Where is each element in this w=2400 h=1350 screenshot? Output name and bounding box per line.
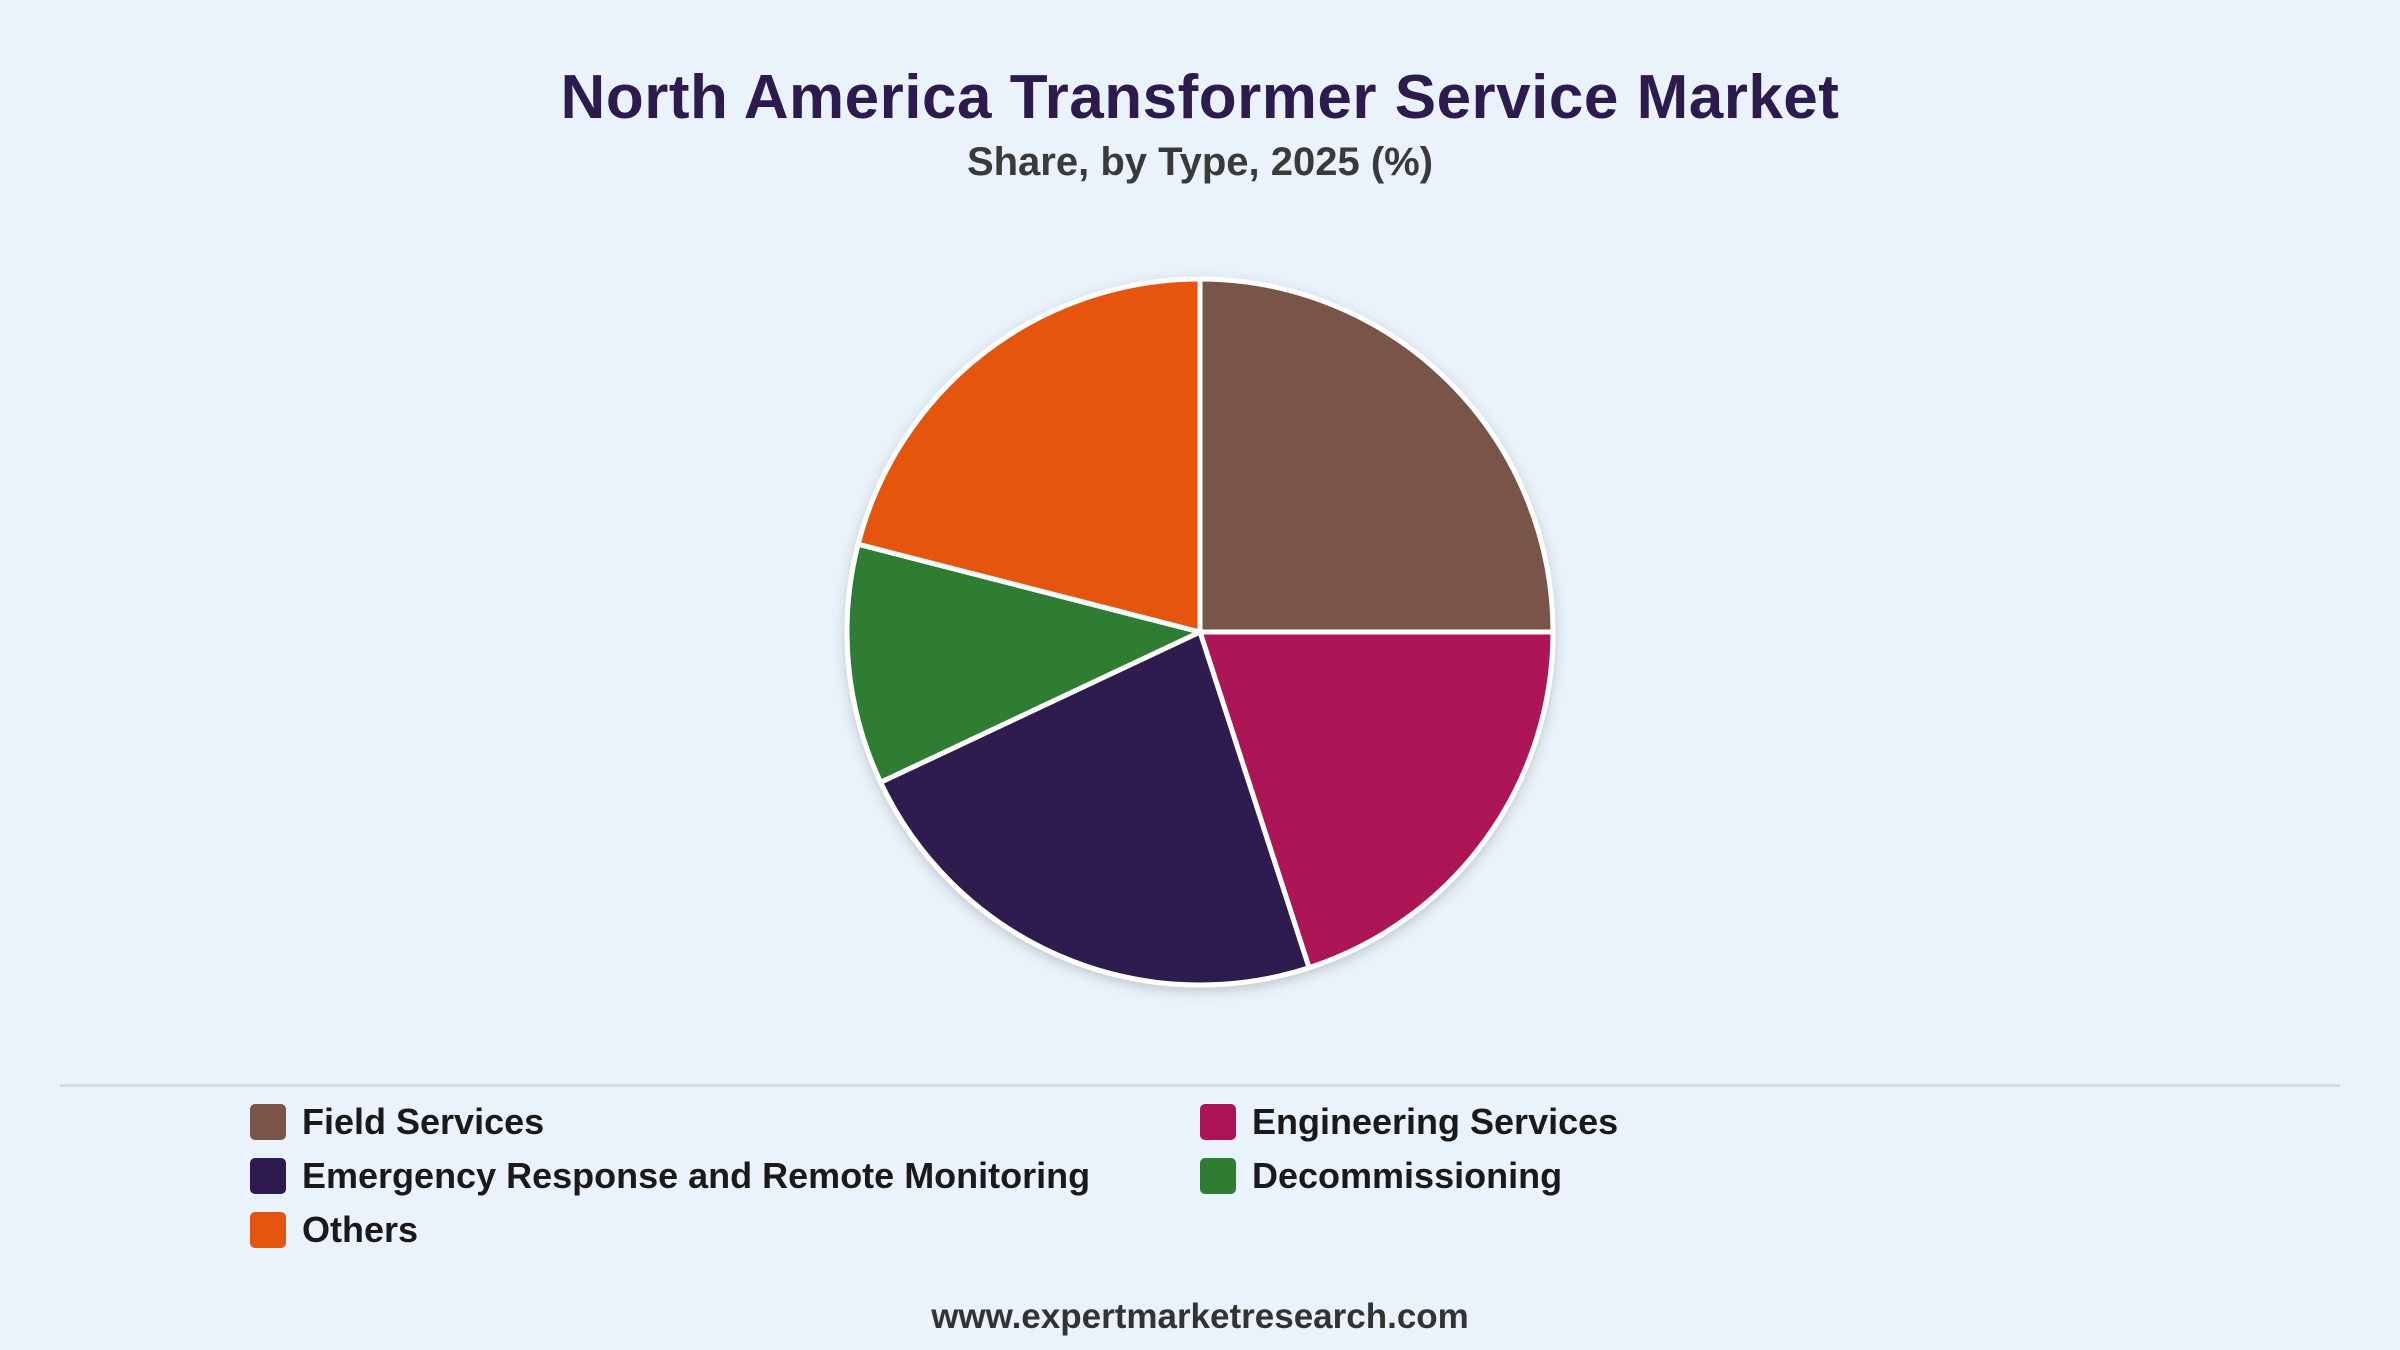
legend-swatch [1200, 1104, 1236, 1140]
chart-title: North America Transformer Service Market [560, 63, 1840, 132]
legend-item-field-services: Field Services [250, 1095, 1200, 1149]
source-url[interactable]: www.expertmarketresearch.com [931, 1297, 1469, 1336]
legend-item-others: Others [250, 1203, 1200, 1257]
pie-slice-field-services[interactable] [1197, 276, 1556, 635]
legend-swatch [250, 1104, 286, 1140]
legend-item-decommissioning: Decommissioning [1200, 1149, 2150, 1203]
pie-slice-decommissioning[interactable] [844, 541, 1203, 785]
legend-swatch [250, 1158, 286, 1194]
pie-slice-emergency-response-and-remote-monitoring[interactable] [878, 629, 1312, 988]
legend-label: Engineering Services [1252, 1101, 1619, 1142]
legend-swatch [1200, 1158, 1236, 1194]
legend-label: Emergency Response and Remote Monitoring [302, 1155, 1091, 1196]
legend-divider [60, 1084, 2340, 1087]
pie-slice-engineering-services[interactable] [1197, 629, 1556, 971]
legend: Field Services Engineering Services Emer… [250, 1095, 2150, 1257]
legend-label: Decommissioning [1252, 1155, 1563, 1196]
legend-item-engineering-services: Engineering Services [1200, 1095, 2150, 1149]
legend-label: Others [302, 1209, 419, 1250]
pie-chart [844, 276, 1556, 988]
pie-slice-others[interactable] [855, 276, 1203, 635]
legend-item-emergency-response: Emergency Response and Remote Monitoring [250, 1149, 1200, 1203]
legend-label: Field Services [302, 1101, 545, 1142]
chart-subtitle: Share, by Type, 2025 (%) [966, 140, 1434, 184]
pie-slices [844, 276, 1556, 988]
legend-swatch [250, 1212, 286, 1248]
